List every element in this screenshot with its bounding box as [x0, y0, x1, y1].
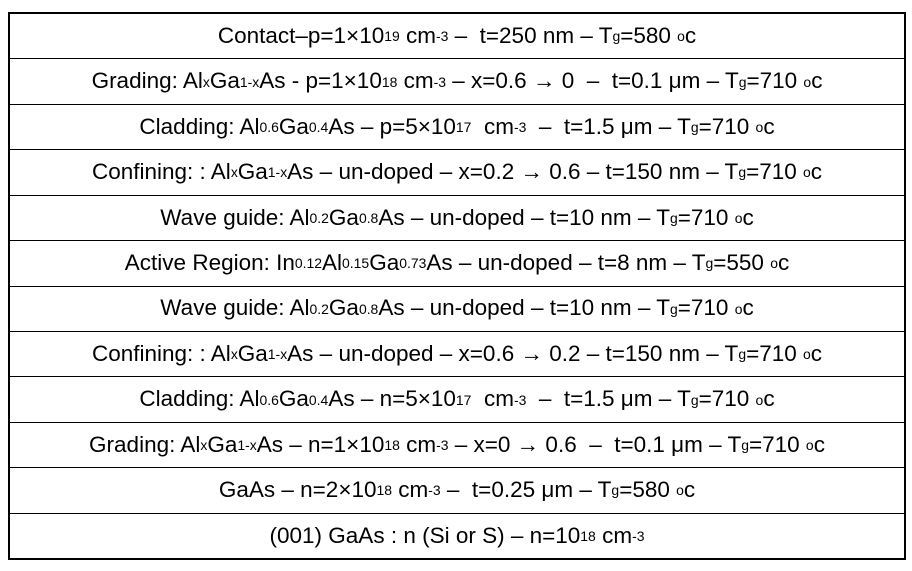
temperature: =710: [746, 340, 804, 366]
temperature: =580: [619, 477, 677, 503]
layer-waveguide-top: Wave guide: Al 0.2 Ga 0.8 As – un-doped – t=…: [10, 194, 904, 240]
layer-text: Ga: [278, 113, 309, 139]
layer-text: Ga: [328, 295, 359, 321]
layer-text: As – un-doped – t=10 nm – T: [378, 295, 670, 321]
layer-text: As – p=5×10: [328, 113, 456, 139]
layer-text: Confining: : Al: [91, 340, 231, 366]
temperature-unit: c: [813, 431, 825, 457]
temperature-unit: c: [763, 386, 775, 412]
layer-active-region: Active Region: In 0.12 Al 0.15 Ga 0.73 As – un…: [10, 240, 904, 285]
unit: cm: [399, 22, 436, 48]
layer-text: Ga: [237, 159, 268, 185]
temperature: =550: [713, 250, 771, 276]
layer-text: Ga: [369, 250, 400, 276]
layer-text: As – un-doped – x=0.2 → 0.6 – t=150 nm –…: [287, 159, 739, 185]
layer-text: Wave guide: Al: [160, 295, 310, 321]
layer-text: As – un-doped – x=0.6 → 0.2 – t=150 nm –…: [287, 340, 739, 366]
layer-text: – t=1.5 μm – T: [526, 386, 691, 412]
layer-text: Contact–p=1×10: [217, 22, 385, 48]
layer-text: Cladding: Al: [139, 386, 260, 412]
temperature-unit: c: [810, 159, 823, 185]
layer-text: – t=1.5 μm – T: [526, 113, 691, 139]
layer-text: GaAs – n=2×10: [218, 477, 377, 503]
layer-text: Active Region: In: [124, 250, 295, 276]
layer-confining-bottom: Confining: : Al x Ga 1-x As – un-doped – x=0…: [10, 330, 904, 376]
layer-text: – t=0.25 μm – T: [440, 477, 612, 503]
layer-text: Grading: Al: [91, 68, 203, 94]
layer-text: Ga: [278, 386, 309, 412]
layer-text: As - p=1×10: [259, 68, 382, 94]
layer-cladding-bottom: Cladding: Al 0.6 Ga 0.4 As – n=5×10 17 cm -3 –…: [10, 376, 904, 421]
layer-text: Grading: Al: [89, 431, 201, 457]
layer-grading-top: Grading: Al x Ga 1-x As - p=1×10 18 cm -3 – x=…: [10, 58, 904, 103]
temperature-unit: c: [763, 113, 775, 139]
unit: cm: [595, 522, 633, 548]
layer-cladding-top: Cladding: Al 0.6 Ga 0.4 As – p=5×10 17 cm -3 –…: [10, 103, 904, 149]
layer-text: – t=250 nm – T: [448, 22, 613, 48]
layer-text: As – n=1×10: [256, 431, 385, 457]
temperature-unit: c: [683, 477, 696, 503]
temperature: =710: [746, 159, 804, 185]
layer-text: As – un-doped – t=8 nm – T: [426, 250, 706, 276]
layer-text: Ga: [328, 204, 359, 230]
temperature: =580: [620, 22, 678, 48]
temperature-unit: c: [742, 204, 754, 230]
unit: cm: [392, 477, 429, 503]
layer-text: – x=0.6 → 0 – t=0.1 μm – T: [446, 68, 739, 94]
temperature-unit: c: [811, 68, 823, 94]
temperature-unit: c: [810, 340, 823, 366]
layer-text: – x=0 → 0.6 – t=0.1 μm – T: [448, 431, 742, 457]
layer-text: As – n=5×10: [328, 386, 456, 412]
layer-text: Ga: [209, 68, 240, 94]
layer-text: Al: [322, 250, 343, 276]
unit: cm: [471, 113, 514, 139]
layer-text: As – un-doped – t=10 nm – T: [378, 204, 670, 230]
temperature-unit: c: [777, 250, 790, 276]
unit: cm: [397, 68, 434, 94]
temperature: =710: [698, 386, 756, 412]
temperature: =710: [746, 68, 804, 94]
layer-text: Ga: [237, 340, 268, 366]
temperature: =710: [677, 295, 735, 321]
temperature-unit: c: [742, 295, 754, 321]
layer-substrate: (001) GaAs : n (Si or S) – n=10 18 cm -3: [10, 512, 904, 558]
layer-text: Ga: [207, 431, 238, 457]
temperature: =710: [698, 113, 756, 139]
layer-confining-top: Confining: : Al x Ga 1-x As – un-doped – x=0…: [10, 149, 904, 194]
layer-text: (001) GaAs : n (Si or S) – n=10: [269, 522, 581, 548]
layer-text: Cladding: Al: [139, 113, 260, 139]
temperature: =710: [677, 204, 735, 230]
temperature: =710: [748, 431, 806, 457]
layer-text: Wave guide: Al: [160, 204, 310, 230]
layer-grading-bottom: Grading: Al x Ga 1-x As – n=1×10 18 cm -3 – x=…: [10, 421, 904, 467]
layer-text: Confining: : Al: [91, 159, 231, 185]
temperature-unit: c: [684, 22, 697, 48]
unit: cm: [399, 431, 437, 457]
layer-waveguide-bottom: Wave guide: Al 0.2 Ga 0.8 As – un-doped – t=…: [10, 285, 904, 331]
unit: cm: [471, 386, 514, 412]
